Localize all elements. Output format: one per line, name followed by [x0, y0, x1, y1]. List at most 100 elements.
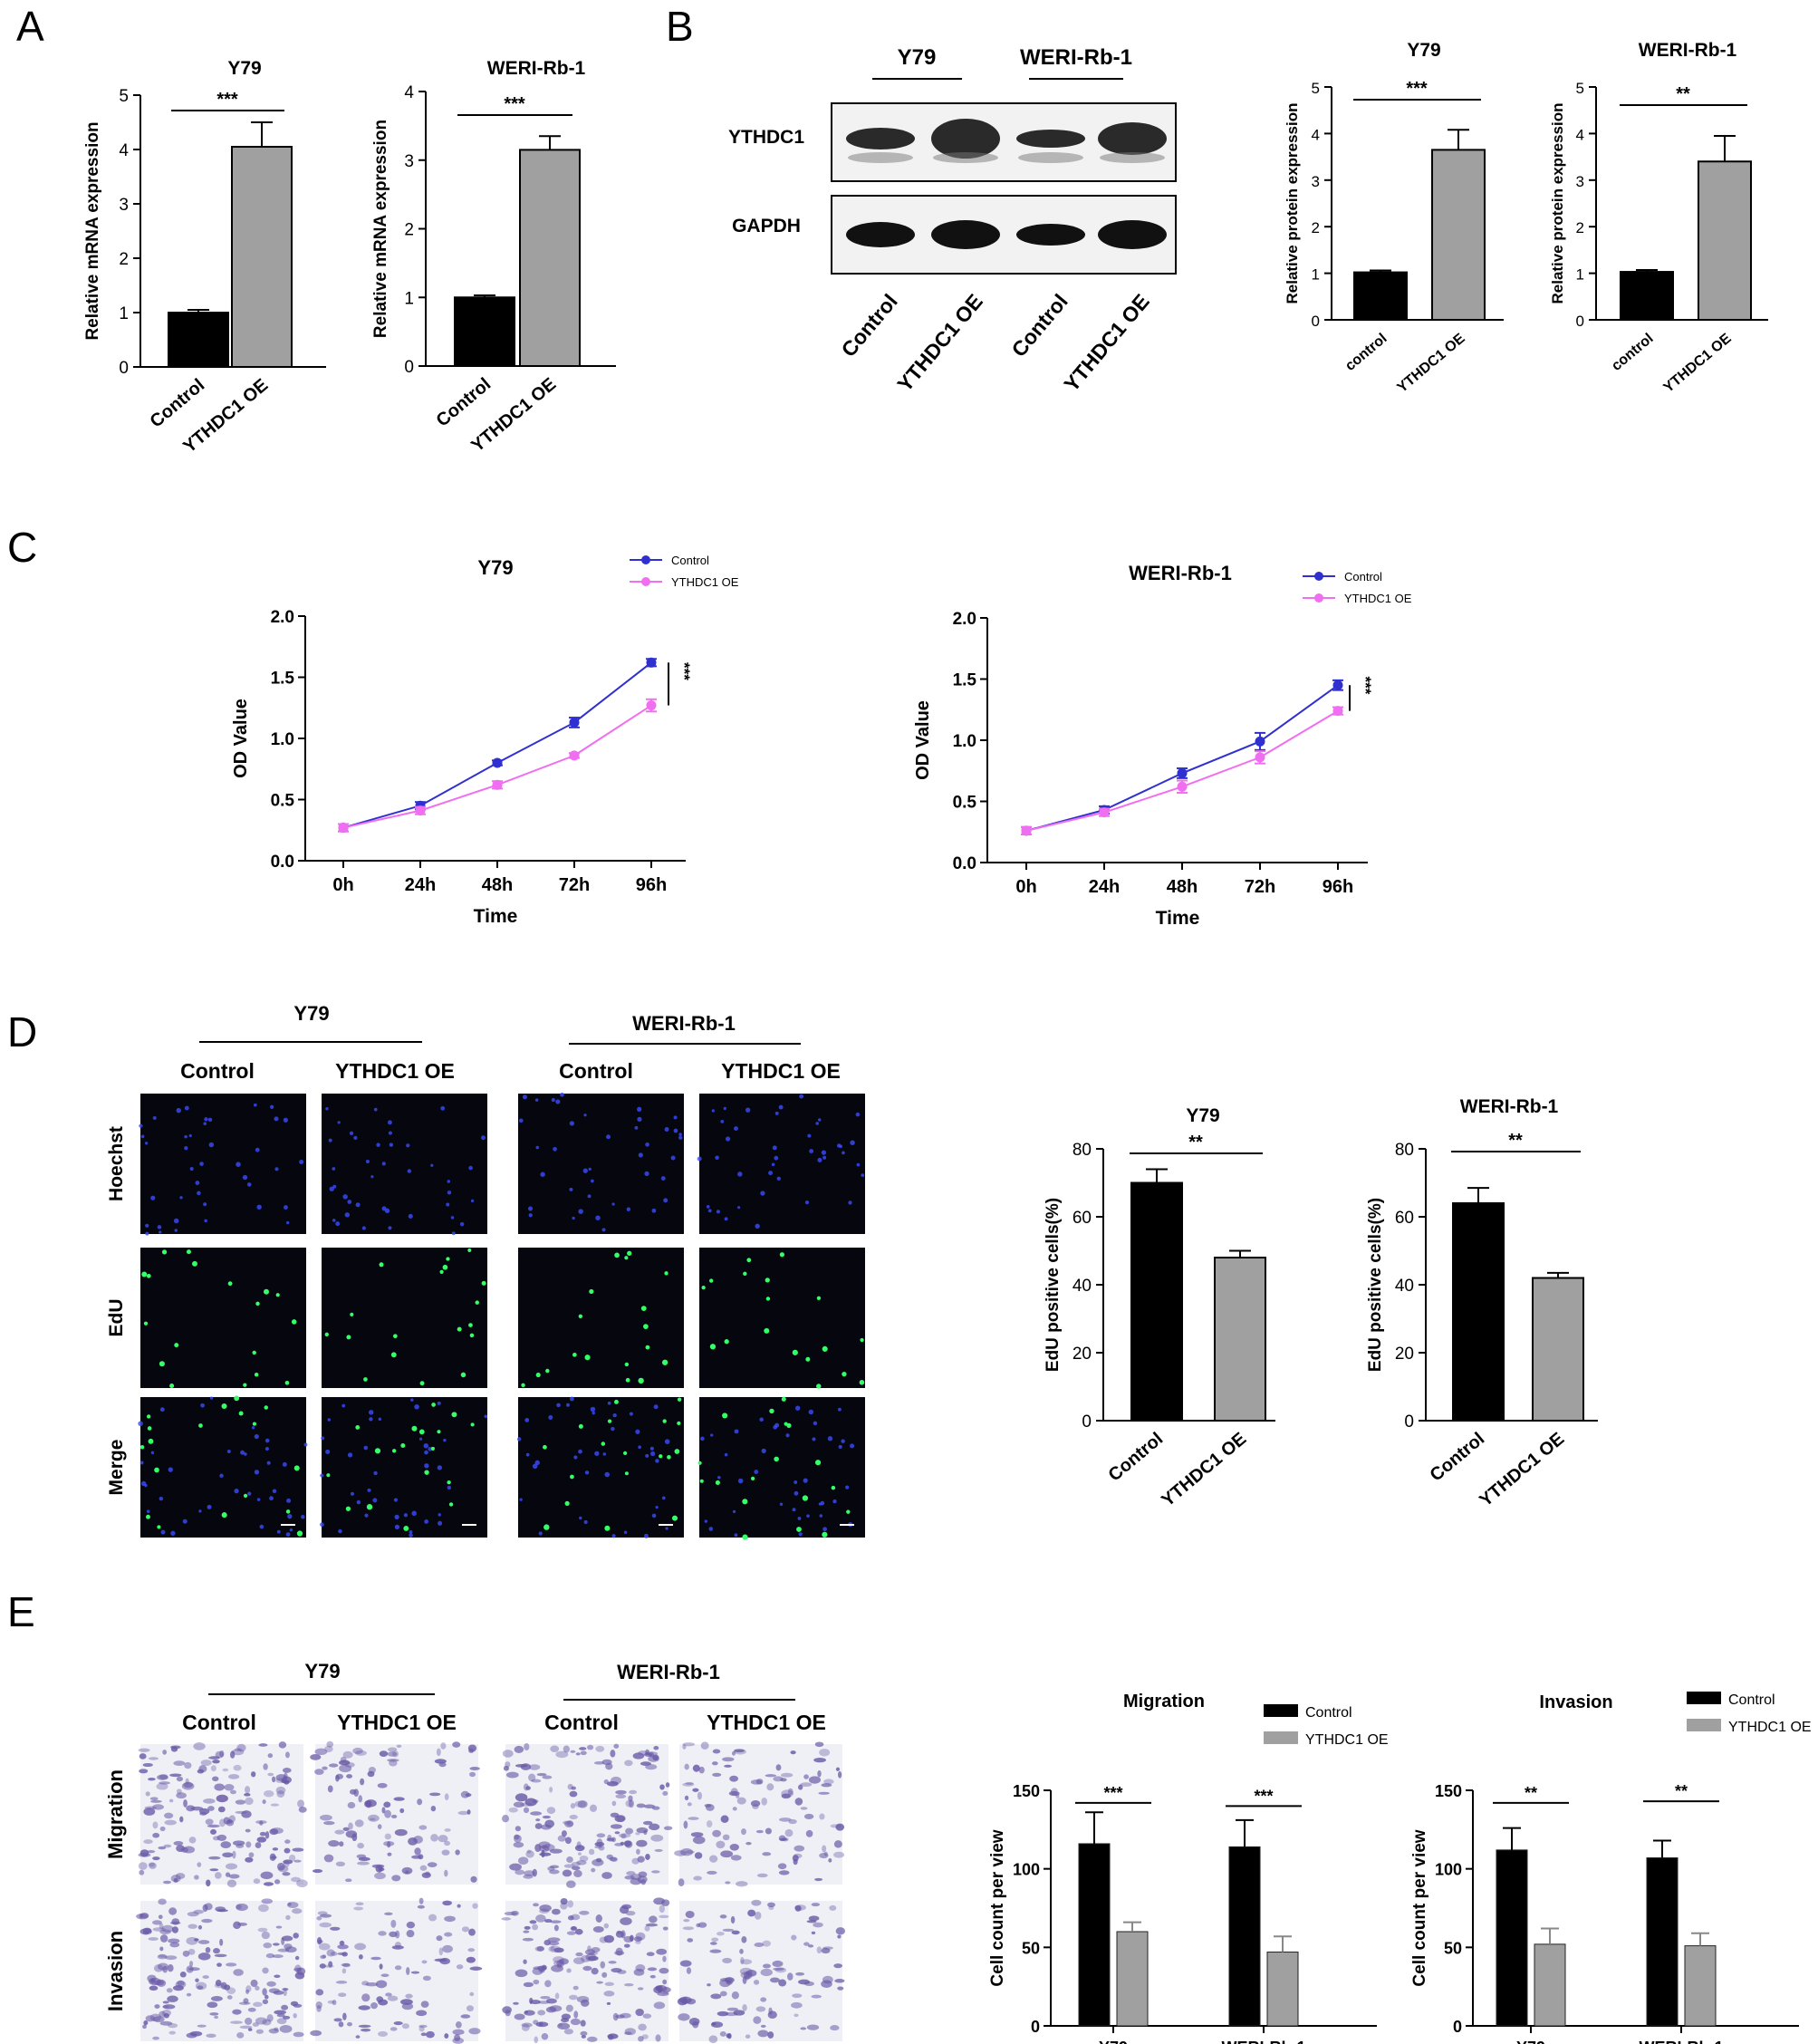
nucleus [573, 1455, 578, 1460]
stained-cell [807, 1944, 814, 1948]
stained-cell [318, 1943, 331, 1951]
stained-cell [613, 1743, 620, 1749]
stained-cell [323, 1820, 335, 1826]
edu-cell [403, 1526, 409, 1531]
nucleus [204, 1117, 208, 1122]
stained-cell [417, 1798, 423, 1806]
nucleus [717, 1475, 721, 1480]
image-background [518, 1094, 684, 1234]
nucleus [724, 1452, 728, 1457]
nucleus [670, 1155, 676, 1161]
stained-cell [653, 2001, 666, 2010]
stained-cell [294, 1955, 300, 1961]
stained-cell [389, 1931, 398, 1938]
stained-cell [606, 2001, 611, 2005]
stained-cell [778, 1979, 787, 1987]
stained-cell [265, 1831, 270, 1839]
stained-cell [649, 1974, 656, 1979]
stained-cell [327, 1785, 333, 1793]
stained-cell [615, 2014, 625, 2019]
stained-cell [623, 1935, 634, 1943]
stained-cell [606, 1837, 615, 1842]
stained-cell [467, 1948, 476, 1952]
stained-cell [745, 1841, 752, 1846]
blot-band-faint [933, 152, 998, 163]
stained-cell [235, 1810, 247, 1814]
stained-cell [772, 1960, 784, 1967]
nucleus [274, 1167, 279, 1171]
x-tick-label: Y79 [1099, 2039, 1128, 2044]
stained-cell [682, 1782, 695, 1787]
nucleus [595, 1215, 601, 1220]
stained-cell [346, 2021, 352, 2027]
edu-cell [390, 1352, 397, 1358]
data-point [492, 779, 503, 790]
edu-cell [221, 1512, 227, 1519]
edu-cell [366, 1504, 373, 1510]
nucleus [424, 1463, 429, 1469]
stained-cell [255, 1820, 267, 1825]
stained-cell [605, 1762, 613, 1770]
stained-cell [334, 1829, 345, 1835]
stained-cell [452, 1741, 461, 1748]
stained-cell [210, 1995, 223, 2001]
stained-cell [148, 1778, 156, 1781]
stained-cell [754, 1911, 762, 1920]
stained-cell [570, 1914, 581, 1921]
nucleus [447, 1191, 452, 1195]
nucleus [842, 1151, 845, 1155]
stained-cell [539, 1908, 550, 1914]
series-line [342, 661, 652, 829]
nucleus [170, 1530, 176, 1536]
stained-cell [252, 2022, 260, 2027]
nucleus [203, 1202, 207, 1207]
stained-cell [163, 2013, 169, 2019]
edu-cell [661, 1359, 669, 1365]
image-row-label: Migration [104, 1769, 127, 1859]
stained-cell [319, 1922, 332, 1928]
stained-cell [567, 1783, 573, 1790]
stained-cell [391, 1875, 401, 1882]
nucleus [159, 1230, 162, 1234]
stained-cell [209, 2012, 219, 2016]
stained-cell [761, 1798, 768, 1806]
edu-cell [447, 1480, 451, 1485]
stained-cell [833, 1840, 842, 1848]
edu-cell [842, 1371, 847, 1377]
edu-cell [243, 1493, 248, 1499]
edu-cell [379, 1262, 384, 1268]
stained-cell [354, 1819, 364, 1827]
bar [1452, 1202, 1505, 1422]
nucleus [364, 1513, 369, 1518]
stained-cell [226, 1995, 233, 2000]
stained-cell [614, 1842, 624, 1846]
edu-cell [724, 1339, 729, 1345]
nucleus [601, 1228, 606, 1232]
stained-cell [284, 1839, 291, 1844]
stained-cell [567, 1900, 574, 1908]
stained-cell [813, 1757, 826, 1763]
stained-cell [220, 1981, 227, 1990]
stained-cell [296, 1967, 306, 1975]
stained-cell [205, 1818, 214, 1826]
stained-cell [387, 1995, 399, 2001]
y-tick-label: 2.0 [953, 610, 976, 629]
stained-cell [206, 1879, 211, 1887]
y-tick-label: 0 [1404, 1412, 1414, 1432]
significance-stars: *** [1406, 79, 1428, 99]
stained-cell [821, 1947, 831, 1954]
stained-cell [159, 1929, 171, 1935]
stained-cell [630, 1877, 642, 1885]
stained-cell [712, 1772, 722, 1777]
stained-cell [290, 1876, 301, 1883]
nucleus [856, 1162, 861, 1167]
nucleus [635, 1429, 640, 1434]
stained-cell [651, 1870, 660, 1874]
edu-cell [677, 1421, 681, 1426]
stained-cell [570, 1803, 576, 1809]
stained-cell [542, 1775, 553, 1779]
bar [1266, 1952, 1299, 2027]
nucleus [443, 1438, 447, 1442]
image-background [140, 1094, 306, 1234]
